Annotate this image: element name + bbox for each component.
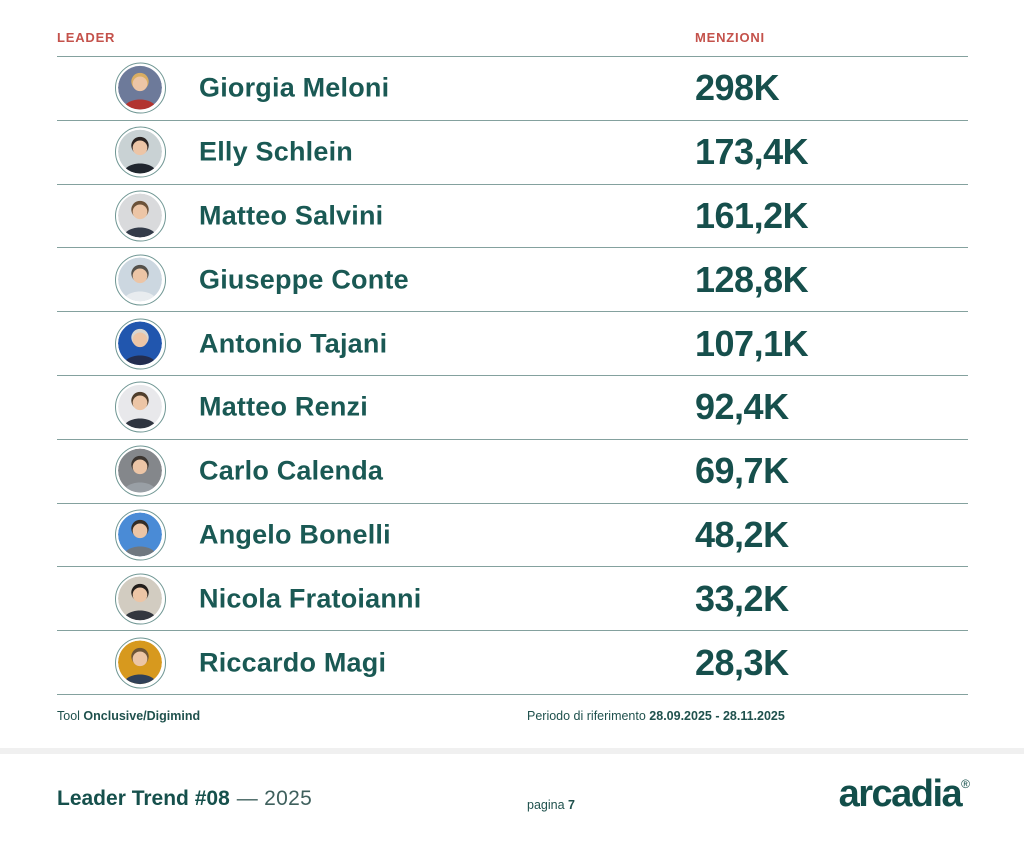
table-row: Giorgia Meloni 298K	[57, 57, 968, 121]
page-number: 7	[568, 798, 575, 812]
page-indicator: pagina 7	[527, 798, 575, 812]
leader-table-body: Giorgia Meloni 298K Elly Schlein 173,4K …	[57, 56, 968, 695]
leader-name: Matteo Renzi	[199, 391, 368, 422]
table-row: Nicola Fratoianni 33,2K	[57, 567, 968, 632]
table-row: Giuseppe Conte 128,8K	[57, 248, 968, 313]
leader-name: Matteo Salvini	[199, 200, 384, 231]
period-value: 28.09.2025 - 28.11.2025	[649, 709, 785, 723]
leader-avatar	[115, 62, 166, 114]
person-portrait-icon	[118, 512, 162, 556]
leader-name: Carlo Calenda	[199, 455, 384, 486]
mentions-value: 33,2K	[695, 577, 789, 619]
mentions-value: 107,1K	[695, 322, 809, 364]
leader-avatar	[115, 381, 166, 433]
mentions-value: 92,4K	[695, 386, 789, 428]
registered-mark-icon: ®	[961, 777, 970, 791]
mentions-value: 28,3K	[695, 641, 789, 683]
mentions-value: 161,2K	[695, 194, 809, 236]
leader-avatar	[115, 573, 166, 625]
table-column-headers: LEADER MENZIONI	[57, 30, 968, 56]
person-portrait-icon	[118, 449, 162, 493]
report-title-year: — 2025	[236, 787, 313, 810]
leader-avatar	[115, 318, 166, 370]
person-portrait-icon	[118, 576, 162, 620]
table-row: Matteo Renzi 92,4K	[57, 376, 968, 440]
table-row: Elly Schlein 173,4K	[57, 121, 968, 185]
leader-avatar	[115, 254, 166, 306]
table-row: Antonio Tajani 107,1K	[57, 312, 968, 376]
leader-name: Nicola Fratoianni	[199, 583, 422, 614]
person-portrait-icon	[118, 640, 162, 684]
column-header-menzioni: MENZIONI	[695, 30, 765, 45]
period-info: Periodo di riferimento 28.09.2025 - 28.1…	[527, 709, 785, 723]
leader-avatar	[115, 126, 166, 178]
leader-name: Giorgia Meloni	[199, 72, 390, 103]
section-divider	[0, 748, 1024, 754]
leader-name: Angelo Bonelli	[199, 519, 391, 550]
person-portrait-icon	[118, 385, 162, 429]
tool-value: Onclusive/Digimind	[83, 709, 201, 723]
report-title-main: Leader Trend #08	[57, 787, 230, 810]
report-title: Leader Trend #08 — 2025	[57, 787, 312, 811]
tool-info: Tool Onclusive/Digimind	[57, 709, 200, 723]
leader-name: Antonio Tajani	[199, 328, 388, 359]
leader-avatar	[115, 509, 166, 561]
table-row: Matteo Salvini 161,2K	[57, 185, 968, 249]
column-header-leader: LEADER	[57, 30, 116, 45]
table-row: Angelo Bonelli 48,2K	[57, 504, 968, 568]
mentions-value: 128,8K	[695, 258, 809, 300]
person-portrait-icon	[118, 193, 162, 237]
table-row: Riccardo Magi 28,3K	[57, 631, 968, 695]
period-label: Periodo di riferimento	[527, 709, 646, 723]
tool-label: Tool	[57, 709, 80, 723]
page-label: pagina	[527, 798, 565, 812]
table-row: Carlo Calenda 69,7K	[57, 440, 968, 504]
person-portrait-icon	[118, 66, 162, 110]
leader-name: Giuseppe Conte	[199, 264, 409, 295]
leader-avatar	[115, 637, 166, 689]
mentions-value: 173,4K	[695, 131, 809, 173]
arcadia-logo: arcadia®	[839, 773, 970, 816]
leader-table: LEADER MENZIONI Giorgia Meloni 298K Elly…	[57, 30, 968, 695]
leader-name: Riccardo Magi	[199, 647, 387, 678]
person-portrait-icon	[118, 257, 162, 301]
brand-wordmark: arcadia	[838, 773, 963, 815]
leader-avatar	[115, 445, 166, 497]
mentions-value: 69,7K	[695, 450, 789, 492]
mentions-value: 298K	[695, 67, 780, 109]
mentions-value: 48,2K	[695, 513, 789, 555]
leader-name: Elly Schlein	[199, 136, 353, 167]
leader-avatar	[115, 190, 166, 242]
person-portrait-icon	[118, 321, 162, 365]
person-portrait-icon	[118, 130, 162, 174]
